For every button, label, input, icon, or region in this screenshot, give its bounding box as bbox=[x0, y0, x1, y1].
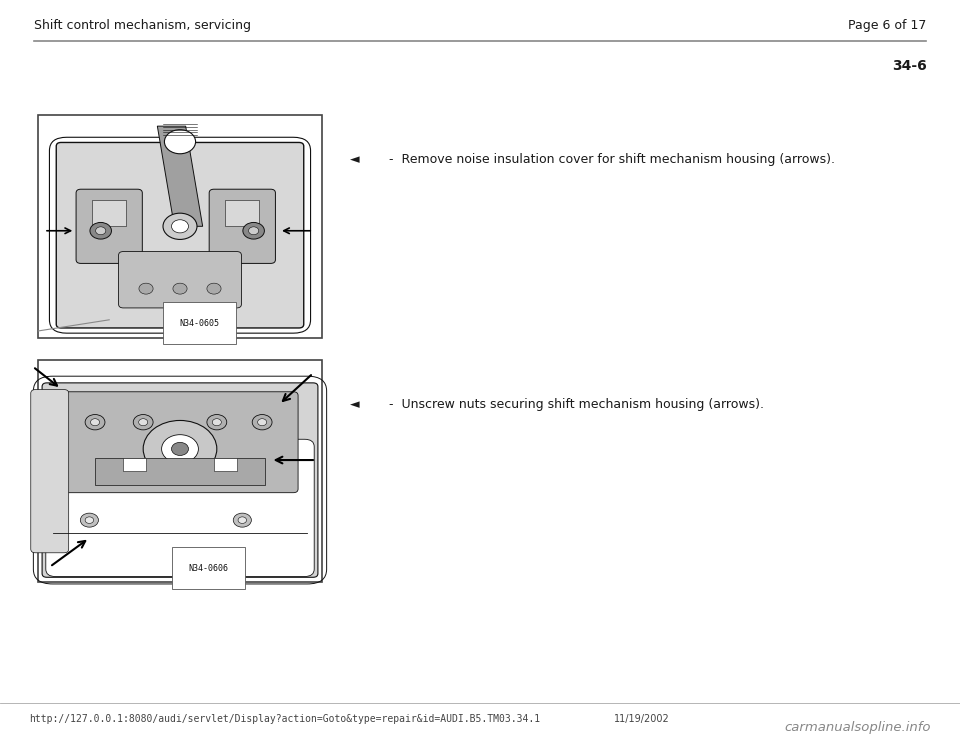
FancyBboxPatch shape bbox=[61, 392, 298, 493]
FancyBboxPatch shape bbox=[209, 189, 276, 263]
Circle shape bbox=[81, 513, 99, 527]
Circle shape bbox=[172, 220, 188, 233]
Text: N34-0606: N34-0606 bbox=[188, 563, 228, 573]
Text: carmanualsopline.info: carmanualsopline.info bbox=[784, 721, 931, 735]
Circle shape bbox=[207, 415, 227, 430]
FancyBboxPatch shape bbox=[76, 189, 142, 263]
FancyBboxPatch shape bbox=[31, 390, 69, 553]
Text: ◄: ◄ bbox=[350, 153, 360, 166]
Text: -  Unscrew nuts securing shift mechanism housing (arrows).: - Unscrew nuts securing shift mechanism … bbox=[389, 398, 764, 411]
Text: http://127.0.0.1:8080/audi/servlet/Display?action=Goto&type=repair&id=AUDI.B5.TM: http://127.0.0.1:8080/audi/servlet/Displ… bbox=[29, 714, 540, 723]
Circle shape bbox=[257, 418, 267, 426]
FancyBboxPatch shape bbox=[46, 439, 314, 577]
Circle shape bbox=[212, 418, 222, 426]
Bar bbox=[214, 458, 236, 471]
FancyBboxPatch shape bbox=[42, 383, 318, 577]
Circle shape bbox=[238, 517, 247, 523]
Circle shape bbox=[139, 283, 153, 294]
Text: Shift control mechanism, servicing: Shift control mechanism, servicing bbox=[34, 19, 251, 32]
Circle shape bbox=[138, 418, 148, 426]
Bar bbox=[92, 200, 126, 226]
Circle shape bbox=[233, 513, 252, 527]
Circle shape bbox=[85, 517, 94, 523]
Circle shape bbox=[249, 227, 259, 234]
FancyBboxPatch shape bbox=[57, 142, 303, 328]
Circle shape bbox=[173, 283, 187, 294]
Circle shape bbox=[143, 421, 217, 477]
Circle shape bbox=[90, 418, 100, 426]
Text: -  Remove noise insulation cover for shift mechanism housing (arrows).: - Remove noise insulation cover for shif… bbox=[389, 153, 835, 166]
Circle shape bbox=[172, 442, 188, 456]
Bar bbox=[226, 200, 259, 226]
Circle shape bbox=[163, 213, 197, 240]
Text: Page 6 of 17: Page 6 of 17 bbox=[848, 19, 926, 32]
Circle shape bbox=[252, 415, 272, 430]
Polygon shape bbox=[157, 126, 203, 226]
Circle shape bbox=[243, 223, 264, 239]
Bar bbox=[95, 458, 265, 485]
Circle shape bbox=[133, 415, 153, 430]
Text: ◄: ◄ bbox=[350, 398, 360, 411]
Circle shape bbox=[164, 130, 196, 154]
Bar bbox=[38, 115, 322, 338]
Bar bbox=[123, 458, 146, 471]
FancyBboxPatch shape bbox=[119, 252, 242, 308]
Circle shape bbox=[90, 223, 111, 239]
Circle shape bbox=[207, 283, 221, 294]
Text: 11/19/2002: 11/19/2002 bbox=[614, 714, 670, 723]
Circle shape bbox=[85, 415, 105, 430]
Text: N34-0605: N34-0605 bbox=[180, 318, 220, 328]
Bar bbox=[38, 360, 322, 582]
Text: 34-6: 34-6 bbox=[892, 59, 926, 73]
Circle shape bbox=[161, 435, 199, 463]
Circle shape bbox=[96, 227, 106, 234]
